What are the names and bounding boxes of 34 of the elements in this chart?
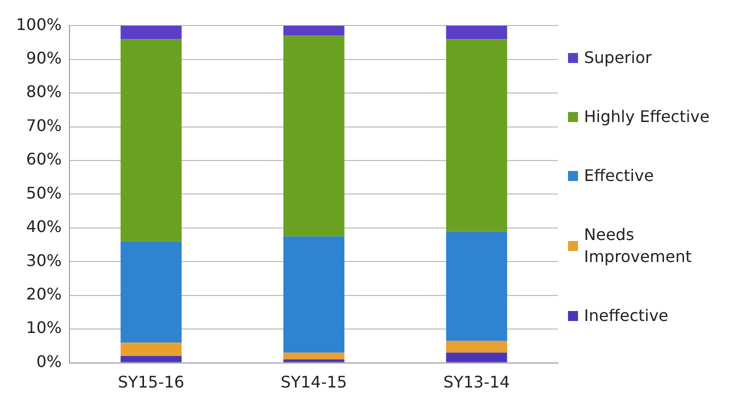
bar bbox=[446, 340, 508, 353]
x-tick-label: SY14-15 bbox=[280, 372, 348, 392]
bar bbox=[120, 26, 182, 40]
y-tick-label: 50% bbox=[26, 183, 62, 202]
bar bbox=[120, 39, 182, 242]
y-tick-label: 20% bbox=[26, 284, 62, 304]
bar bbox=[446, 231, 508, 341]
legend-label: Highly Effective bbox=[584, 106, 710, 128]
bar bbox=[283, 359, 344, 362]
y-tick-label: 100% bbox=[16, 14, 62, 34]
legend-label: Ineffective bbox=[584, 305, 668, 328]
legend-label: Effective bbox=[584, 164, 654, 187]
bar bbox=[283, 36, 344, 236]
legend-label: Needs Improvement bbox=[584, 224, 693, 268]
y-tick-label: 70% bbox=[26, 116, 62, 135]
y-tick-label: 40% bbox=[26, 217, 62, 236]
bar bbox=[120, 356, 182, 362]
x-tick-label: SY15-16 bbox=[118, 372, 184, 392]
y-tick-label: 90% bbox=[26, 48, 62, 68]
bar bbox=[283, 236, 344, 353]
legend-label: Superior bbox=[584, 46, 652, 69]
y-tick-label: 0% bbox=[36, 352, 62, 371]
bar bbox=[446, 39, 508, 232]
y-tick-label: 80% bbox=[26, 82, 62, 102]
bar bbox=[446, 26, 508, 40]
x-tick-label: SY13-14 bbox=[443, 372, 510, 392]
bar bbox=[283, 352, 344, 360]
y-tick-label: 10% bbox=[26, 318, 62, 338]
bar bbox=[283, 26, 344, 36]
bar bbox=[120, 241, 182, 343]
y-tick-label: 60% bbox=[26, 150, 62, 169]
bar bbox=[120, 342, 182, 356]
y-tick-label: 30% bbox=[26, 250, 62, 270]
bar bbox=[446, 352, 508, 362]
